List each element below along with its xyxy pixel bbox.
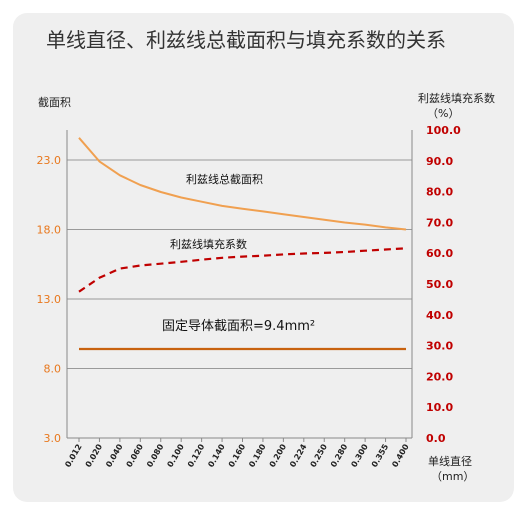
y-right-tick-label: 80.0 <box>426 186 453 199</box>
y-right-tick-label: 0.0 <box>426 432 446 445</box>
x-tick-label: 0.080 <box>145 442 166 469</box>
annotation-fixed-conductor: 固定导体截面积=9.4mm² <box>162 319 315 334</box>
y-right-tick-label: 60.0 <box>426 247 453 260</box>
x-tick-label: 0.120 <box>186 442 207 469</box>
y-right-tick-label: 50.0 <box>426 278 453 291</box>
x-tick-label: 0.020 <box>84 442 105 469</box>
y-right-label-line2: （%） <box>427 107 459 120</box>
y-right-tick-label: 100.0 <box>426 124 461 137</box>
x-tick-label: 0.012 <box>63 443 83 469</box>
chart-title: 单线直径、利兹线总截面积与填充系数的关系 <box>46 28 446 52</box>
y-right-tick-label: 10.0 <box>426 401 453 414</box>
x-tick-label: 0.060 <box>125 442 146 469</box>
annotation-fill-factor: 利兹线填充系数 <box>170 237 247 251</box>
chart-panel <box>13 13 514 502</box>
x-tick-label: 0.040 <box>104 442 125 469</box>
y-right-tick-label: 20.0 <box>426 370 453 383</box>
y-left-tick-label: 13.0 <box>37 293 62 306</box>
y-left-tick-label: 3.0 <box>44 432 62 445</box>
series-line-2 <box>78 247 407 293</box>
y-right-tick-label: 30.0 <box>426 340 453 353</box>
y-right-tick-label: 70.0 <box>426 216 453 229</box>
x-tick-label: 0.300 <box>349 442 370 469</box>
y-right-tick-label: 90.0 <box>426 155 453 168</box>
x-tick-label: 0.250 <box>309 442 330 469</box>
x-tick-label: 0.200 <box>268 442 289 469</box>
y-right-tick-label: 40.0 <box>426 309 453 322</box>
x-tick-label: 0.100 <box>165 442 186 469</box>
x-tick-label: 0.224 <box>288 442 309 469</box>
x-tick-label: 0.355 <box>370 442 391 469</box>
y-left-label: 截面积 <box>38 95 71 109</box>
y-left-tick-label: 8.0 <box>44 363 62 376</box>
x-tick-label: 0.400 <box>390 442 411 469</box>
y-right-label-line1: 利兹线填充系数 <box>418 91 495 105</box>
annotation-total-area: 利兹线总截面积 <box>186 172 263 186</box>
x-tick-label: 0.160 <box>227 442 248 469</box>
x-tick-label: 0.180 <box>247 442 268 469</box>
y-left-tick-label: 23.0 <box>37 154 62 167</box>
x-label-line2: （mm） <box>431 470 474 483</box>
y-left-tick-label: 18.0 <box>37 224 62 237</box>
x-tick-label: 0.140 <box>206 442 227 469</box>
x-tick-label: 0.280 <box>329 442 350 469</box>
x-label-line1: 单线直径 <box>428 454 472 468</box>
